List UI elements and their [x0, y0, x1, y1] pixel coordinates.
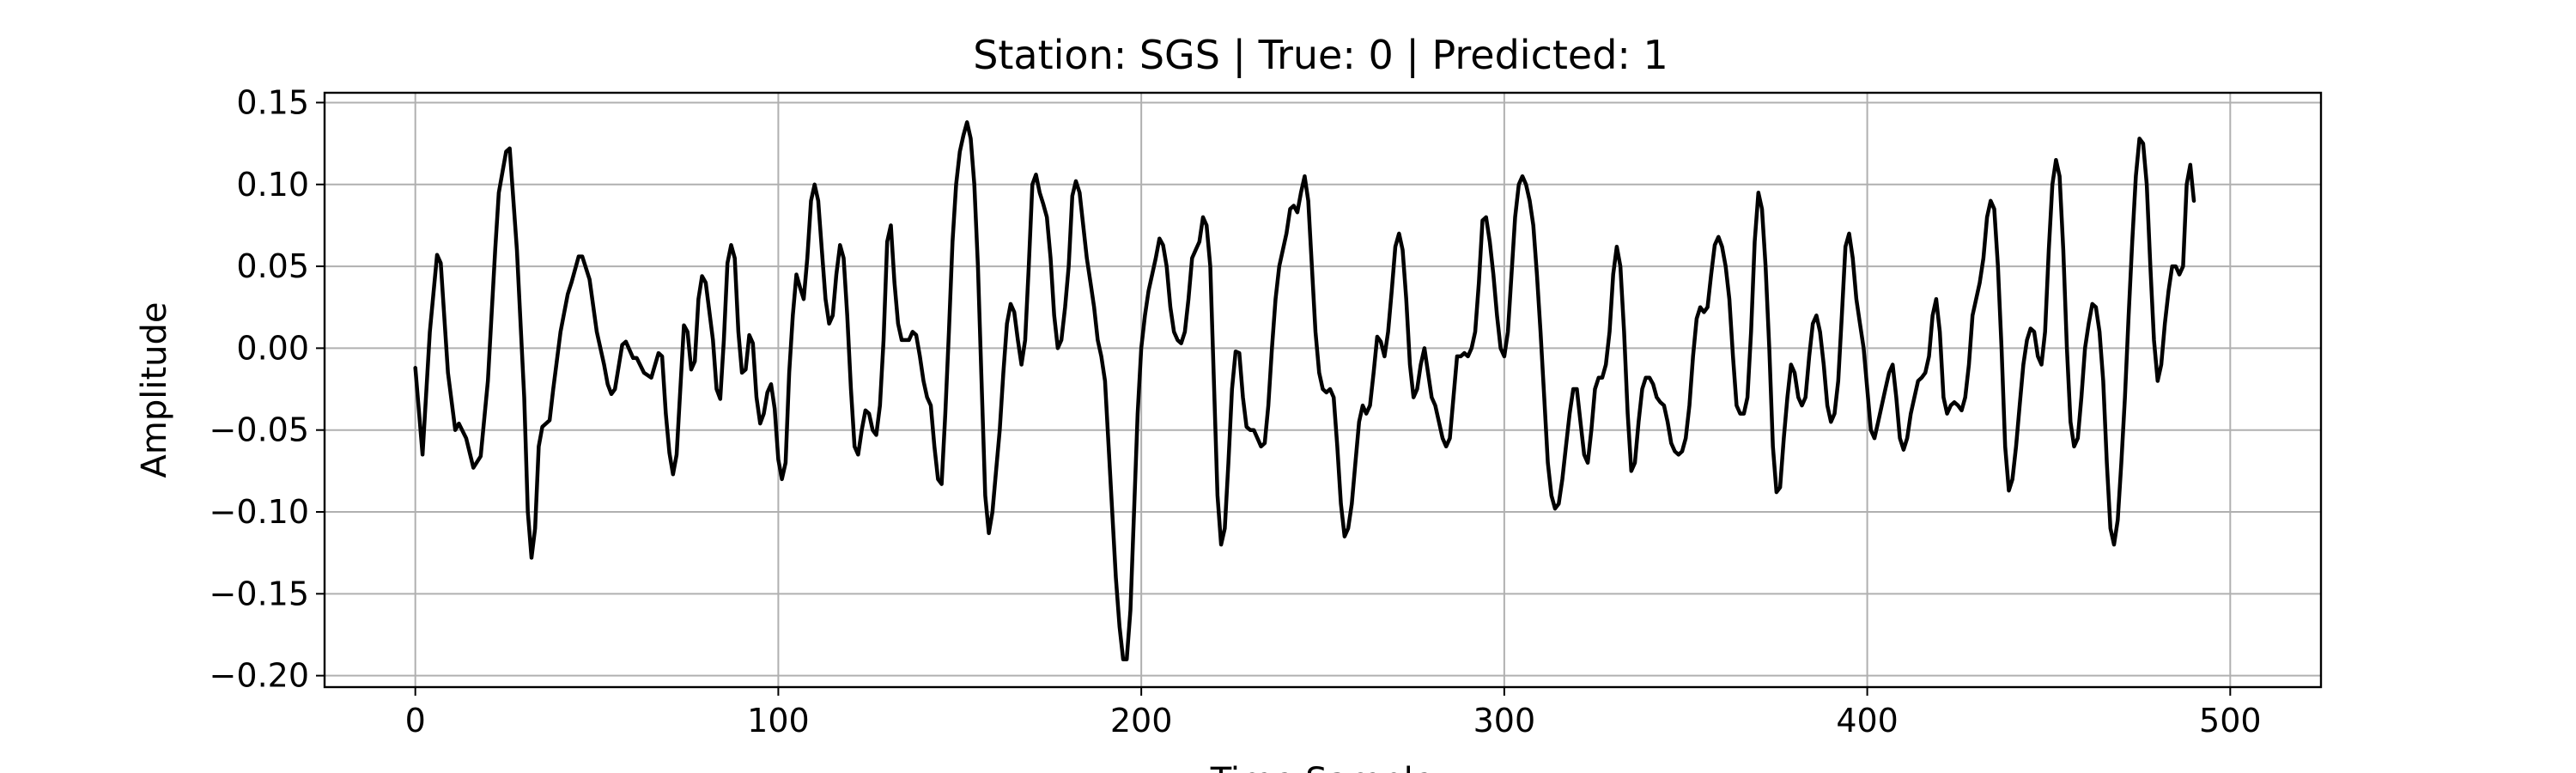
- chart-title: Station: SGS | True: 0 | Predicted: 1: [973, 32, 1668, 79]
- x-tick-label: 400: [1836, 702, 1899, 740]
- grid: [325, 93, 2321, 687]
- y-axis-label: Amplitude: [135, 302, 174, 478]
- series-line: [413, 120, 2196, 661]
- y-axis: 0.15 0.10 0.05 0.00 −0.05 −0.10 −0.15 −0.20: [210, 83, 325, 695]
- y-tick-label: 0.05: [236, 247, 309, 285]
- x-tick-label: 100: [747, 702, 810, 740]
- y-tick-label: −0.05: [210, 411, 309, 449]
- y-tick-label: −0.10: [210, 493, 309, 531]
- y-tick-label: −0.20: [210, 657, 309, 695]
- x-tick-label: 200: [1110, 702, 1173, 740]
- y-tick-label: 0.15: [236, 83, 309, 121]
- x-axis-label: Time Sample: [1210, 761, 1435, 773]
- x-tick-label: 300: [1473, 702, 1536, 740]
- y-tick-label: −0.15: [210, 575, 309, 612]
- plot-frame: [323, 91, 2323, 689]
- y-tick-label: 0.00: [236, 329, 309, 367]
- x-tick-label: 500: [2199, 702, 2262, 740]
- series-layer: [413, 120, 2196, 661]
- x-axis: 0 100 200 300 400 500: [405, 687, 2262, 740]
- x-tick-label: 0: [405, 702, 426, 740]
- y-tick-label: 0.10: [236, 166, 309, 204]
